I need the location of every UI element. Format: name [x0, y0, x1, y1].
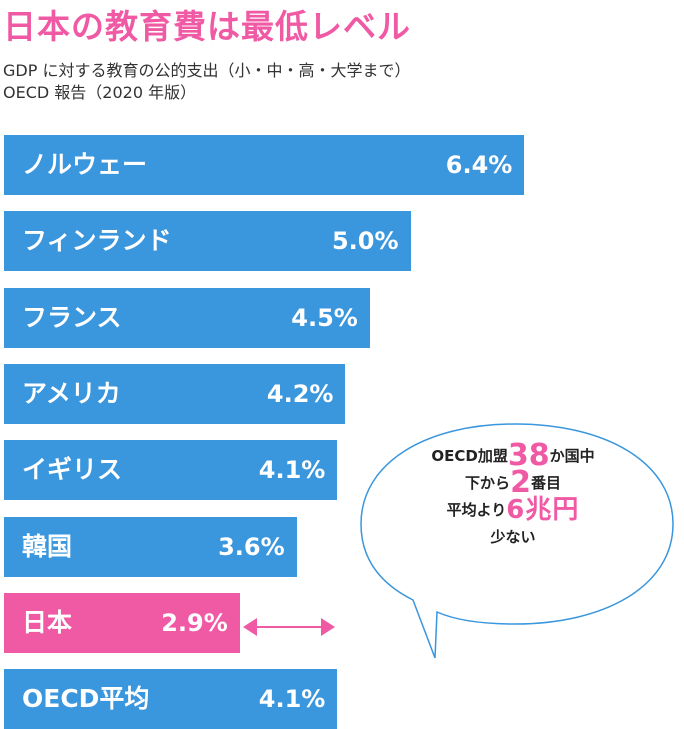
bar-label: フィンランド [22, 226, 172, 256]
callout-rank: 2 [510, 465, 531, 500]
bar-value-label: 4.1% [258, 456, 326, 485]
bar-value-label: 2.9% [161, 608, 228, 637]
bar-label: ノルウェー [22, 150, 148, 179]
subtitle-line-1: GDP に対する教育の公的支出（小・中・高・大学まで） [3, 61, 411, 80]
callout-line3-prefix: 平均より [446, 501, 507, 519]
bar-1: フィンランド 5.0% [4, 211, 411, 272]
callout-line1-prefix: OECD加盟 [431, 447, 508, 465]
bar-label: 韓国 [22, 531, 73, 561]
callout-line-1: OECD加盟38か国中 [378, 441, 648, 471]
bar-5: 韓国 3.6% [4, 516, 297, 577]
page-title: 日本の教育費は最低レベル [3, 7, 411, 46]
callout-line-4: 少ない [490, 528, 536, 546]
bar-value-label: 4.2% [266, 379, 334, 408]
speech-bubble [360, 423, 674, 659]
bar-value-label: 4.1% [258, 685, 326, 714]
callout-line2-prefix: 下から [465, 474, 511, 492]
bar-label: イギリス [22, 455, 123, 485]
bar-label: アメリカ [22, 378, 121, 408]
bar-7: OECD平均 4.1% [4, 669, 338, 729]
bar-value-label: 5.0% [331, 227, 399, 256]
chart-subtitle: GDP に対する教育の公的支出（小・中・高・大学まで） OECD 報告（2020… [3, 60, 410, 104]
bar-2: フランス 4.5% [4, 287, 370, 348]
bar-value-label: 3.6% [218, 532, 285, 561]
callout-text: OECD加盟38か国中 下から2番目 平均より6兆円 少ない [378, 441, 648, 554]
callout-line-2: 下から2番目 [378, 468, 648, 498]
bar-label: フランス [22, 302, 122, 332]
bar-4: イギリス 4.1% [4, 440, 338, 501]
double-arrow-icon [243, 618, 335, 636]
bar-3: アメリカ 4.2% [4, 363, 346, 424]
callout-line1-suffix: か国中 [549, 447, 595, 465]
bar-value-label: 4.5% [291, 303, 358, 332]
bar-6: 日本 2.9% [4, 592, 240, 653]
bar-label: OECD平均 [22, 684, 150, 714]
callout-line-3: 平均より6兆円 [378, 497, 648, 523]
callout-line2-suffix: 番目 [530, 474, 561, 492]
bar-value-label: 6.4% [445, 151, 513, 179]
bar-0: ノルウェー 6.4% [4, 135, 525, 195]
callout-country-count: 38 [507, 438, 550, 473]
callout-amount: 6兆円 [506, 495, 580, 525]
subtitle-line-2: OECD 報告（2020 年版） [3, 83, 197, 102]
bar-label: 日本 [22, 607, 73, 637]
